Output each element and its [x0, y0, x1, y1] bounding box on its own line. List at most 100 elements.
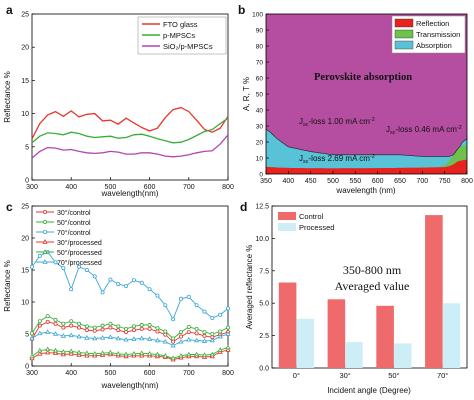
- panel-c-point-50-control: [53, 317, 58, 322]
- panel-c-point-70-processed: [92, 335, 98, 341]
- panel-d-legend: Control Processed: [278, 212, 334, 232]
- panel-c-point-50-control: [178, 330, 183, 335]
- panel-d-ylabel: Averaged reflectance %: [245, 245, 254, 330]
- panel-b-ytick-label: 70: [256, 60, 264, 67]
- panel-b-ytick-label: 10: [256, 156, 264, 163]
- panel-c-xtick-label: 800: [222, 370, 234, 377]
- panel-b-main-annotation: Perovskite absorption: [314, 72, 412, 83]
- panel-b-area-absorption: [266, 129, 467, 169]
- panel-c-point-30-control: [108, 325, 113, 330]
- panel-b-xtick-label: 450: [305, 178, 317, 185]
- panel-c-xtick-label: 400: [65, 370, 77, 377]
- panel-c-point-30-processed: [45, 349, 51, 355]
- panel-c-point-70-processed: [209, 337, 215, 343]
- panel-a-xtick-label: 300: [26, 184, 38, 191]
- panel-c-point-50-processed: [154, 351, 161, 357]
- panel-a-legend-label-p-mpscs: p-MPSCs: [163, 31, 195, 40]
- panel-c-point-50-control: [131, 324, 136, 329]
- panel-c-point-50-control: [92, 325, 97, 330]
- panel-c-point-70-control: [186, 294, 191, 299]
- panel-a-line-p-mpscs: [31, 117, 229, 144]
- panel-c-point-70-processed: [60, 333, 66, 338]
- panel-c-point-50-processed: [99, 350, 106, 356]
- panel-d-bar-processed-1: [345, 342, 363, 368]
- panel-d-legend-swatch-processed: [278, 223, 296, 231]
- panel-c-point-50-processed: [76, 349, 82, 355]
- panel-c-point-30-control: [186, 330, 191, 335]
- panel-b-legend-label-reflection: Reflection: [416, 19, 449, 28]
- panel-c-point-30-control: [100, 327, 105, 332]
- panel-a-line-fto-glass: [31, 106, 229, 140]
- panel-c-point-50-processed: [209, 351, 215, 357]
- panel-c-point-30-control: [92, 328, 97, 333]
- panel-c-point-50-control: [116, 324, 121, 329]
- panel-c-legend-marker-50-processed: [42, 249, 48, 254]
- panel-c-point-70-processed: [170, 342, 176, 348]
- panel-c-point-70-processed: [139, 335, 145, 341]
- panel-d-averaged-reflectance-chart: d 0.0 2.5 5.0 7.5 10.0 12.5 0° 30° 50° 70° Incide…: [240, 200, 468, 395]
- panel-a-line-sio-p-mpscs: [31, 134, 229, 159]
- panel-c-xtick-label: 700: [183, 370, 195, 377]
- panel-c-point-30-processed: [37, 351, 43, 356]
- panel-c-xtick-label: 500: [105, 370, 117, 377]
- panel-a-ytick-label: 15: [21, 78, 29, 85]
- panel-a-legend-label-fto-glass: FTO glass: [163, 20, 198, 29]
- panel-c-point-50-processed: [201, 352, 208, 357]
- panel-c-point-70-control: [29, 264, 34, 269]
- panel-c-legend-label-70-control: 70°/control: [57, 229, 91, 237]
- panel-c-point-30-processed: [139, 352, 145, 358]
- panel-c-point-30-control: [61, 325, 66, 330]
- panel-c-point-50-control: [163, 329, 168, 334]
- panel-c-point-50-control: [225, 325, 230, 330]
- panel-c-point-50-control: [84, 324, 89, 329]
- panel-c-point-70-control: [178, 296, 183, 301]
- panel-c-point-70-control: [218, 312, 223, 317]
- panel-c-point-30-control: [84, 328, 89, 333]
- panel-c-point-70-processed: [45, 329, 51, 334]
- panel-c-point-70-control: [77, 264, 82, 269]
- panel-c-point-70-processed: [107, 334, 113, 340]
- panel-c-point-50-control: [29, 331, 34, 336]
- panel-c-point-50-processed: [37, 347, 43, 353]
- panel-c-point-50-control: [171, 336, 176, 341]
- panel-c-point-50-control: [37, 319, 42, 324]
- panel-c-ylabel: Reflectance %: [3, 260, 12, 312]
- panel-d-bar-control-0: [278, 282, 297, 368]
- panel-c-point-50-processed: [186, 351, 192, 357]
- panel-d-annotation-range: 350-800 nm: [343, 263, 402, 277]
- panel-a-xlabel: wavelength(nm): [101, 189, 159, 198]
- panel-c-point-70-processed: [76, 333, 82, 339]
- panel-c-ytick-label: 5: [25, 332, 29, 339]
- panel-b-area-reflection: [266, 159, 467, 174]
- panel-c-point-30-control: [139, 326, 144, 331]
- panel-c-xlabel: wavelength(nm): [101, 381, 159, 390]
- panel-c-point-30-control: [45, 319, 50, 324]
- panel-d-xtick-label: 70°: [437, 371, 448, 380]
- panel-c-point-50-control: [124, 326, 129, 331]
- panel-c-point-70-control: [225, 306, 230, 311]
- panel-a-letter: a: [6, 3, 13, 17]
- panel-c-point-50-processed: [107, 349, 113, 355]
- panel-c-point-30-control: [77, 325, 82, 330]
- panel-b-ytick-label: 100: [252, 12, 263, 19]
- panel-c-point-70-control: [139, 280, 144, 285]
- panel-d-ytick-label: 7.5: [259, 268, 269, 275]
- panel-c-point-50-processed: [92, 351, 98, 356]
- panel-c-point-70-control: [37, 253, 42, 258]
- panel-b-optical-loss-chart: b 350 400 450 500 550 600 650 700 750 800 0 10 20 30 4…: [238, 3, 473, 195]
- panel-c-point-30-control: [194, 331, 199, 336]
- panel-c-point-70-control: [202, 309, 207, 314]
- panel-a-xtick-label: 700: [183, 184, 195, 191]
- panel-c-point-70-control: [155, 293, 160, 298]
- panel-c-point-70-processed: [37, 330, 43, 336]
- panel-c-point-70-control: [210, 315, 215, 320]
- panel-b-legend-swatch-reflection: [394, 18, 414, 28]
- panel-c-angle-reflectance-chart: c 300 400 500 600 700 800 0 5 10 15 20 25 wavelengt…: [3, 200, 234, 390]
- panel-b-ytick-label: 20: [256, 140, 264, 147]
- panel-c-point-30-control: [178, 334, 183, 339]
- panel-b-ytick-label: 90: [256, 28, 264, 35]
- panel-b-xtick-label: 550: [349, 178, 361, 185]
- panel-c-point-70-control: [131, 278, 136, 283]
- panel-c-point-50-processed: [139, 350, 145, 356]
- panel-c-point-30-control: [116, 328, 121, 333]
